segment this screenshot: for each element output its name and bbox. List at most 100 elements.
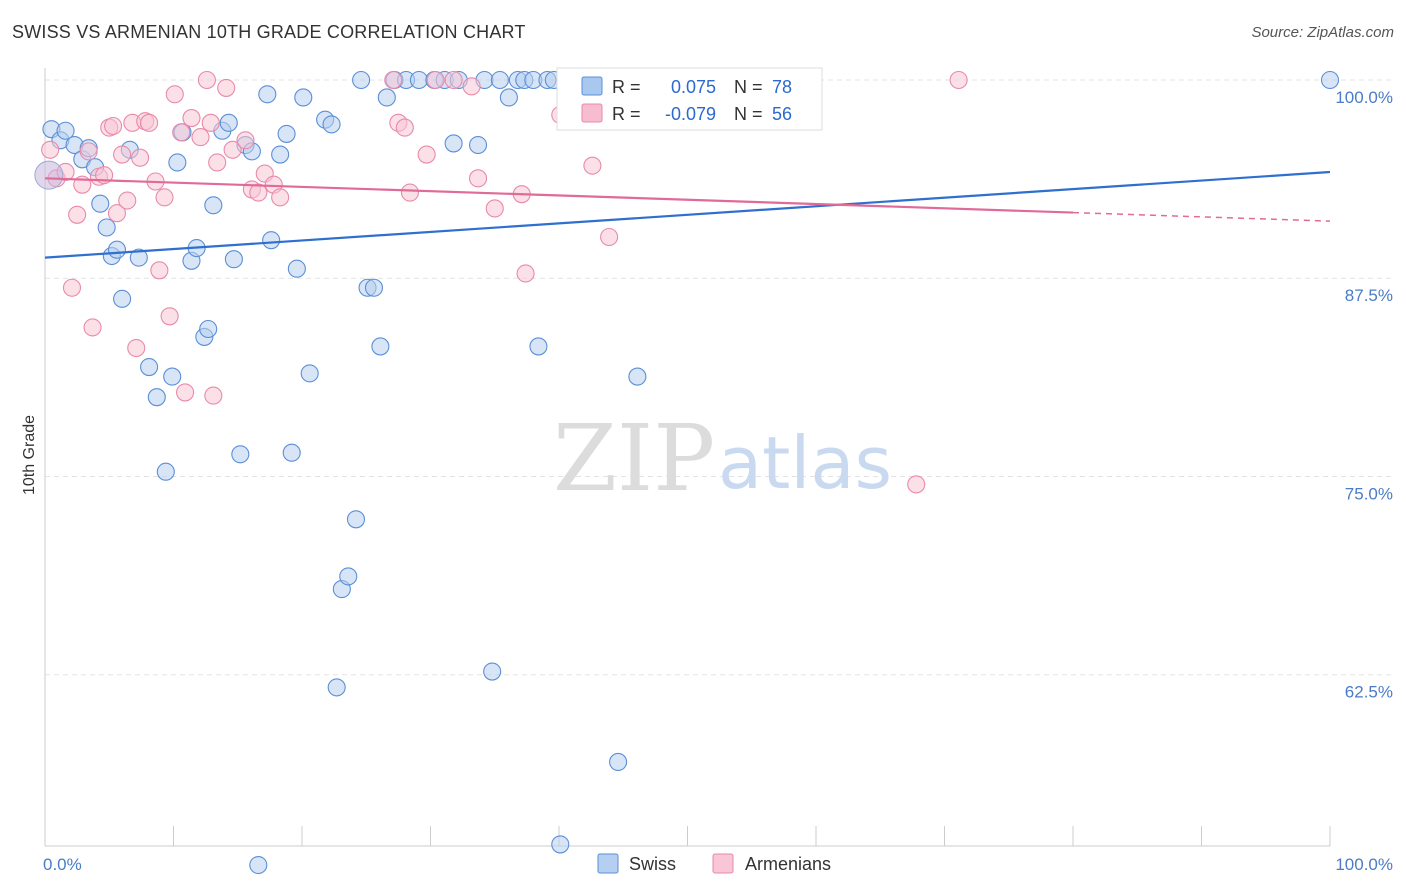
data-point [417, 145, 436, 164]
data-point [231, 445, 250, 464]
trend-line-armenians [44, 177, 1074, 214]
data-point [41, 140, 60, 159]
watermark-atlas: atlas [718, 421, 892, 505]
series-legend-label-armenians: Armenians [745, 854, 831, 874]
legend-swatch-swiss [581, 76, 603, 96]
data-point [327, 678, 346, 697]
chart-title: SWISS VS ARMENIAN 10TH GRADE CORRELATION… [12, 22, 526, 42]
data-point [236, 131, 255, 150]
data-point [352, 70, 371, 90]
grid [45, 79, 1395, 676]
y-tick-label: 87.5% [1345, 286, 1393, 305]
data-point [409, 70, 428, 90]
legend-r-value-armenians: -0.079 [665, 104, 716, 124]
series-legend-swatch-swiss [597, 853, 619, 874]
data-point [223, 140, 242, 159]
data-point [107, 240, 127, 259]
data-point [91, 194, 110, 213]
data-point [529, 337, 548, 356]
data-point [907, 475, 926, 494]
data-point [199, 319, 218, 339]
data-point [583, 156, 602, 175]
data-point [483, 662, 502, 681]
y-axis-label: 10th Grade [21, 415, 38, 495]
data-point [165, 85, 184, 104]
data-point [364, 278, 384, 297]
data-point [1320, 70, 1340, 90]
data-point [490, 70, 509, 90]
data-point [224, 250, 243, 269]
data-point [395, 118, 414, 137]
y-tick-label: 100.0% [1335, 88, 1393, 107]
data-point [217, 78, 236, 97]
data-point [426, 70, 445, 90]
data-point [277, 124, 296, 143]
watermark-zip: ZIP [553, 405, 715, 512]
data-point [499, 88, 518, 107]
legend-n-label-swiss: N = [734, 77, 763, 97]
data-point [444, 70, 463, 90]
data-point [400, 183, 419, 202]
data-point [56, 121, 75, 140]
data-point [118, 191, 137, 210]
data-point [322, 115, 341, 134]
data-point [377, 88, 396, 107]
data-point [208, 153, 227, 172]
data-point [191, 128, 210, 147]
trend-lines [44, 170, 1331, 259]
data-point [609, 752, 628, 771]
data-point [97, 218, 116, 237]
chart-source: Source: ZipAtlas.com [1251, 24, 1394, 41]
data-point [62, 278, 82, 297]
data-point [140, 358, 159, 377]
data-point [182, 109, 201, 128]
data-point [79, 142, 98, 161]
data-point [468, 169, 488, 188]
data-point [219, 113, 238, 132]
data-point [155, 188, 174, 207]
series-legend-swatch-armenians [712, 853, 734, 874]
data-point [468, 135, 488, 155]
series-legend-label-swiss: Swiss [629, 854, 676, 874]
data-point [300, 364, 319, 383]
data-point [68, 205, 87, 224]
data-point [462, 77, 481, 96]
trend-line-swiss [44, 170, 1331, 259]
stats-legend: R = 0.075 N = 78 R = -0.079 N = 56 [556, 67, 823, 131]
data-point [150, 261, 169, 280]
data-point [131, 148, 150, 167]
data-point [204, 386, 223, 405]
x-tick-label: 0.0% [43, 855, 82, 874]
data-point [107, 204, 127, 223]
data-point [258, 85, 277, 104]
data-point [127, 338, 146, 358]
legend-n-value-armenians: 56 [772, 104, 792, 124]
data-point [140, 113, 159, 132]
trend-line-extension-armenians [1072, 211, 1331, 222]
data-point [600, 227, 619, 247]
data-point [444, 134, 463, 153]
data-point [163, 367, 182, 386]
data-point [516, 264, 535, 283]
data-point [113, 145, 132, 164]
data-point [294, 88, 313, 107]
data-point [168, 153, 187, 172]
data-point [147, 388, 166, 407]
data-point [104, 116, 123, 136]
x-tick-labels: 0.0% 100.0% [43, 855, 1393, 874]
data-point [485, 199, 504, 218]
data-point [201, 113, 220, 132]
series-legend: Swiss Armenians [597, 853, 831, 874]
legend-r-value-swiss: 0.075 [671, 77, 716, 97]
legend-n-label-armenians: N = [734, 104, 763, 124]
data-point [271, 188, 290, 207]
data-point [249, 855, 268, 875]
data-point [156, 462, 175, 481]
data-point [371, 337, 390, 356]
data-point [262, 231, 281, 250]
data-point [628, 367, 647, 386]
data-point [172, 123, 191, 142]
data-point [551, 835, 570, 854]
legend-swatch-armenians [581, 103, 603, 123]
